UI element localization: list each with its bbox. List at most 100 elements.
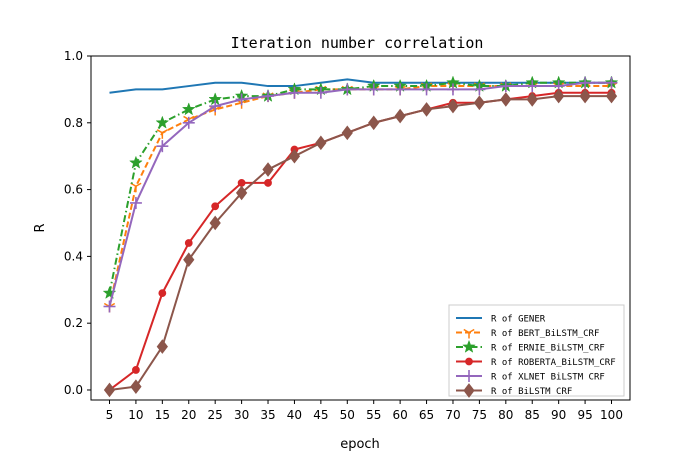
series-3 [102, 75, 619, 299]
data-point [341, 125, 353, 141]
legend-label: R of BiLSTM CRF [491, 387, 572, 397]
data-point [473, 83, 486, 96]
x-axis-label: epoch [340, 437, 380, 452]
x-tick-label: 90 [551, 408, 566, 422]
data-point [237, 179, 246, 187]
x-tick-label: 70 [445, 408, 460, 422]
y-tick-label: 0.4 [64, 249, 83, 263]
data-point [156, 140, 169, 153]
data-point [473, 95, 486, 111]
x-tick-label: 40 [287, 408, 302, 422]
data-point [130, 379, 142, 394]
x-tick-label: 95 [577, 408, 592, 422]
data-point [156, 129, 168, 139]
legend-box [448, 304, 625, 397]
data-point [463, 383, 475, 398]
data-point [181, 102, 196, 116]
data-point [262, 90, 275, 103]
data-point [463, 328, 475, 339]
legend-item: R of BERT_BiLSTM_CRF [456, 328, 599, 339]
legend-item: R of ERNIE_BiLSTM_CRF [456, 339, 605, 354]
data-point [155, 115, 170, 129]
y-tick-label: 0.8 [64, 116, 83, 130]
data-point [526, 80, 539, 93]
data-point [288, 86, 301, 99]
data-point [341, 83, 354, 96]
chart-title: Iteration number correlation [231, 34, 484, 52]
data-point [394, 83, 407, 96]
data-point [209, 215, 221, 231]
legend-item: R of ROBERTA_BiLSTM_CRF [456, 357, 616, 368]
series-line [108, 81, 612, 294]
x-tick-label: 5 [106, 408, 114, 422]
data-point [526, 92, 538, 107]
axis-ticks: 5 10 15 20 25 30 35 40 45 50 55 60 65 70 75 80 85 90 95 100… [64, 49, 623, 422]
legend-label: R of BERT_BiLSTM_CRF [491, 329, 599, 339]
y-tick-label: 0.0 [64, 383, 83, 397]
data-point [184, 239, 193, 247]
data-point [447, 98, 459, 114]
y-tick-label: 0.2 [64, 316, 83, 330]
data-point [553, 88, 565, 104]
x-tick-label: 80 [498, 408, 513, 422]
x-tick-label: 15 [155, 408, 170, 422]
legend-label: R of ROBERTA_BiLSTM_CRF [491, 358, 616, 368]
data-point [182, 116, 195, 129]
data-point [499, 80, 512, 93]
x-tick-label: 45 [313, 408, 328, 422]
data-point [605, 88, 618, 104]
x-tick-label: 25 [208, 408, 223, 422]
data-point [420, 83, 433, 96]
y-tick-label: 0.6 [64, 183, 83, 197]
y-axis-label: R [33, 223, 48, 232]
data-point [129, 155, 143, 169]
data-point [156, 339, 168, 354]
data-point [264, 179, 272, 187]
x-tick-label: 100 [600, 408, 623, 422]
x-tick-label: 85 [525, 408, 540, 422]
legend-item: R of GENER [456, 315, 546, 325]
data-point [420, 102, 433, 117]
x-tick-label: 50 [340, 408, 355, 422]
data-point [500, 92, 512, 107]
data-point [368, 115, 380, 131]
x-tick-label: 75 [472, 408, 487, 422]
data-point [367, 83, 380, 96]
data-point [315, 135, 327, 151]
series-group [102, 75, 619, 398]
data-point [288, 148, 301, 164]
data-point [463, 370, 475, 382]
data-point [446, 83, 459, 96]
data-point [103, 300, 116, 313]
series-2 [103, 82, 618, 313]
data-point [103, 382, 116, 398]
data-point [129, 196, 142, 209]
x-tick-label: 20 [181, 408, 196, 422]
data-point [211, 202, 220, 211]
x-tick-label: 55 [366, 408, 381, 422]
data-point [314, 86, 327, 99]
series-5 [103, 76, 618, 313]
legend-label: R of GENER [491, 315, 546, 325]
data-point [465, 357, 473, 366]
data-point [262, 162, 274, 177]
y-tick-label: 1.0 [64, 49, 83, 63]
data-point [235, 185, 248, 201]
x-tick-label: 30 [234, 408, 249, 422]
data-point [579, 88, 591, 104]
legend-label: R of ERNIE_BiLSTM_CRF [491, 344, 605, 354]
legend-item: R of BiLSTM CRF [456, 383, 572, 398]
series-6 [103, 88, 618, 398]
legend: R of GENER R of BERT_BiLSTM_CRF R of ERNIE… [448, 304, 625, 398]
data-point [235, 93, 248, 106]
data-point [579, 76, 592, 89]
data-point [394, 108, 406, 124]
data-point [132, 366, 140, 374]
data-point [130, 182, 142, 193]
legend-label: R of XLNET BiLSTM CRF [491, 373, 605, 383]
x-tick-label: 35 [260, 408, 275, 422]
data-point [605, 76, 618, 89]
data-point [158, 289, 167, 298]
x-tick-label: 65 [419, 408, 434, 422]
